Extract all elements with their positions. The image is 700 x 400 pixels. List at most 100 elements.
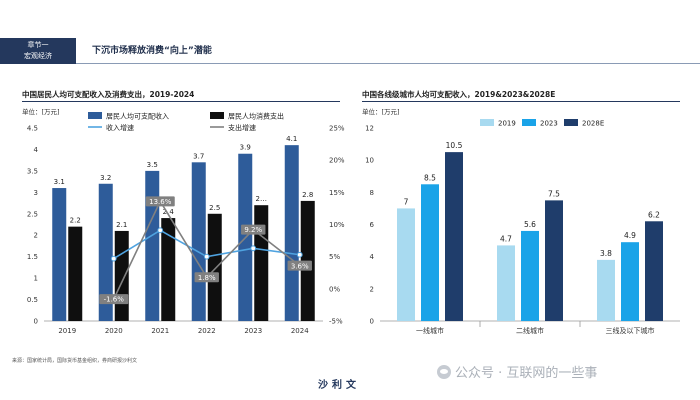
expense-growth-label: 13.6% — [149, 198, 172, 206]
left-y-tick: 3 — [34, 189, 38, 197]
bar-label-2023: 4.9 — [624, 231, 636, 240]
legend-income-growth-label: 收入增速 — [106, 123, 134, 132]
x-tick-label: 2020 — [105, 327, 123, 335]
brand-logo: 沙利文 — [318, 380, 360, 391]
expense-bar-label: 2.5 — [209, 204, 220, 212]
left-y-tick: 3.5 — [27, 167, 38, 175]
left-chart-title: 中国居民人均可支配收入及消费支出，2019-2024 — [22, 90, 195, 99]
bar-2023 — [421, 184, 439, 321]
legend-expense-swatch — [210, 112, 224, 119]
chapter-badge: 章节一 宏观经济 — [0, 38, 76, 64]
bar-label-2028E: 6.2 — [648, 210, 660, 219]
bar-2019 — [597, 259, 615, 321]
legend-swatch-2023 — [522, 119, 536, 126]
x-tick-label: 2024 — [291, 327, 309, 335]
bar-label-2019: 3.8 — [600, 249, 612, 258]
chapter-number: 章节一 — [27, 41, 49, 49]
y-tick: 6 — [370, 221, 375, 229]
left-y-tick: 1.5 — [27, 253, 38, 261]
right-y-tick: 20% — [329, 157, 345, 165]
income-bar-label: 3.7 — [193, 152, 204, 160]
x-tick-label: 二线城市 — [516, 326, 544, 335]
y-tick: 2 — [370, 285, 374, 293]
bar-2028E — [545, 200, 563, 321]
legend-swatch-2019 — [480, 119, 494, 126]
y-tick: 8 — [370, 189, 374, 197]
income-bar — [284, 145, 299, 321]
bar-label-2019: 4.7 — [500, 234, 512, 243]
legend-label-2023: 2023 — [540, 120, 558, 128]
income-growth-point — [110, 255, 117, 262]
right-y-tick: -5% — [329, 318, 343, 326]
right-y-tick: 5% — [329, 253, 340, 261]
income-growth-point — [250, 245, 257, 252]
wechat-icon — [437, 364, 451, 379]
right-chart-title: 中国各线级城市人均可支配收入，2019&2023&2028E — [362, 90, 556, 99]
right-chart-unit: 单位：[万元] — [362, 108, 400, 116]
legend-expense-growth-label: 支出增速 — [228, 123, 256, 132]
left-y-tick: 4.5 — [27, 125, 38, 133]
income-bar — [98, 183, 113, 321]
income-growth-point — [296, 251, 303, 258]
expense-growth-label: 9.2% — [244, 226, 262, 234]
expense-bar — [68, 226, 83, 321]
bar-label-2023: 5.6 — [524, 220, 536, 229]
expense-growth-label: 3.6% — [291, 262, 309, 270]
bar-2023 — [621, 242, 639, 321]
legend-income-label: 居民人均可支配收入 — [106, 112, 169, 121]
x-tick-label: 2019 — [58, 327, 76, 335]
legend-swatch-2028E — [564, 119, 578, 126]
watermark: 公众号 · 互联网的一些事 — [437, 362, 597, 381]
expense-growth-label: -1.6% — [104, 296, 125, 304]
bar-2019 — [497, 245, 515, 321]
expense-bar-label: 2.1 — [116, 221, 127, 229]
bar-label-2023: 8.5 — [424, 173, 436, 182]
income-bar-label: 3.2 — [100, 174, 111, 182]
bar-label-2019: 7 — [404, 197, 409, 206]
page-header: 章节一 宏观经济 下沉市场释放消费“向上”潜能 — [0, 38, 700, 64]
right-chart-rule — [362, 101, 680, 102]
left-y-tick: 0 — [34, 318, 38, 326]
bar-2019 — [397, 208, 415, 321]
income-bar-label: 3.5 — [147, 161, 158, 169]
expense-growth-label: 1.8% — [198, 274, 216, 282]
expense-bar-label: 2.4 — [163, 208, 175, 216]
bar-2023 — [521, 230, 539, 321]
income-bar-label: 4.1 — [286, 135, 297, 143]
page-title: 下沉市场释放消费“向上”潜能 — [92, 46, 212, 56]
y-tick: 4 — [370, 253, 375, 261]
y-tick: 12 — [365, 125, 374, 133]
x-tick-label: 三线及以下城市 — [606, 326, 655, 335]
left-y-tick: 4 — [34, 146, 39, 154]
left-y-tick: 2.5 — [27, 210, 38, 218]
expense-bar-label: 2.2 — [70, 217, 81, 225]
income-bar-label: 3.1 — [54, 178, 65, 186]
bar-2028E — [445, 152, 463, 321]
source-note: 来源：国家统计局，国际货币基金组织，券商研报沙利文 — [12, 358, 138, 364]
chapter-name: 宏观经济 — [24, 52, 52, 60]
legend-label-2028E: 2028E — [582, 120, 604, 128]
right-y-tick: 10% — [329, 221, 345, 229]
income-growth-point — [203, 253, 210, 260]
legend-label-2019: 2019 — [498, 120, 516, 128]
income-bar — [145, 170, 160, 321]
expense-bar-label: 2.8 — [302, 191, 313, 199]
income-bar-label: 3.9 — [240, 144, 251, 152]
watermark-text: 公众号 · 互联网的一些事 — [455, 366, 598, 381]
x-tick-label: 一线城市 — [416, 326, 444, 335]
bar-2028E — [645, 221, 663, 321]
left-y-tick: 2 — [34, 232, 38, 240]
left-y-tick: 1 — [34, 275, 38, 283]
legend-income-swatch — [88, 112, 102, 119]
bar-label-2028E: 10.5 — [446, 141, 463, 150]
expense-growth-label-bg — [99, 294, 129, 305]
expense-growth-label-bg — [287, 260, 312, 271]
expense-bar — [207, 213, 222, 321]
left-y-tick: 0.5 — [27, 296, 38, 304]
right-y-tick: 0% — [329, 285, 340, 293]
income-bar — [52, 188, 67, 321]
left-chart-unit: 单位：[万元] — [22, 108, 60, 116]
legend-expense-label: 居民人均消费支出 — [228, 112, 284, 121]
